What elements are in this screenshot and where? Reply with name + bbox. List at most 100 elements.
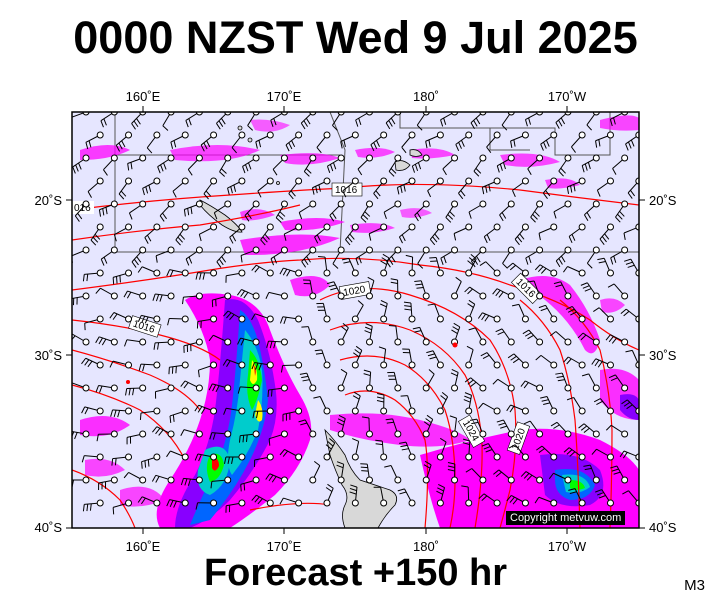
wind-barb <box>349 484 359 507</box>
wind-barb <box>185 246 203 266</box>
wind-barb <box>555 372 572 392</box>
wind-barb <box>81 406 104 415</box>
wind-barb <box>442 154 459 176</box>
wind-barb <box>123 472 147 484</box>
wind-barb <box>98 200 118 217</box>
wind-barb <box>152 292 175 302</box>
wind-barb <box>486 131 501 153</box>
wind-barb <box>429 223 444 246</box>
wind-barbs <box>72 112 639 515</box>
lat-label-right: 40˚S <box>649 520 677 535</box>
wind-barb <box>387 371 402 392</box>
wind-barb <box>155 246 175 263</box>
wind-barb <box>511 303 529 323</box>
wind-barb <box>615 200 629 223</box>
wind-barb <box>450 369 459 392</box>
wind-barb <box>383 200 402 220</box>
wind-barb <box>270 246 288 266</box>
wind-barb <box>540 396 558 415</box>
wind-barb <box>465 468 487 484</box>
wind-barb <box>216 246 232 268</box>
wind-barb <box>159 200 175 222</box>
wind-barb <box>167 315 189 326</box>
wind-barb <box>400 395 416 415</box>
wind-barb <box>553 200 572 219</box>
wind-barb <box>464 286 487 300</box>
wind-barb <box>597 257 614 277</box>
wind-barb <box>363 369 373 392</box>
wind-barb <box>440 246 459 266</box>
wind-barb <box>550 421 572 438</box>
wind-barb <box>166 269 189 278</box>
wind-barb <box>85 131 104 150</box>
wind-barb <box>375 439 388 461</box>
chart-title: 0000 NZST Wed 9 Jul 2025 <box>73 12 638 63</box>
wind-barb <box>426 350 444 369</box>
wind-barb <box>481 177 501 195</box>
wind-barb <box>323 483 334 507</box>
wind-barb <box>251 313 274 323</box>
wind-barb <box>194 404 218 415</box>
wind-barb <box>298 200 317 220</box>
wind-barb <box>316 302 331 323</box>
wind-barb <box>440 112 459 127</box>
wind-barb <box>195 269 218 280</box>
wind-barb <box>225 269 246 283</box>
wind-barb <box>229 223 246 244</box>
wind-barb <box>253 453 274 468</box>
wind-barb <box>279 449 303 461</box>
wind-barb <box>285 131 303 152</box>
wind-barb <box>568 223 586 243</box>
wind-barb <box>492 288 515 300</box>
wind-barb <box>113 223 133 242</box>
wind-barb <box>311 177 331 195</box>
wind-barb <box>127 154 147 171</box>
wind-barb <box>187 154 203 176</box>
isobar-label: 1020 <box>342 284 366 299</box>
wind-barb <box>520 471 544 484</box>
wind-barb <box>340 131 359 149</box>
wind-barb <box>279 267 303 277</box>
wind-barb <box>465 299 476 323</box>
wind-barb <box>427 177 444 198</box>
wind-barb <box>137 496 161 507</box>
wind-barb <box>142 177 161 196</box>
lon-label-bottom: 160˚E <box>126 539 161 554</box>
wind-barb <box>417 246 430 269</box>
wind-barb <box>238 430 260 443</box>
wind-barb <box>538 223 558 241</box>
wind-barb <box>242 154 260 174</box>
wind-barb <box>337 322 349 346</box>
wind-barb <box>473 154 487 177</box>
wind-barb <box>196 315 218 329</box>
wind-barb <box>299 372 317 392</box>
wind-barb <box>168 361 189 375</box>
wind-barb <box>586 246 600 269</box>
wind-barb <box>95 287 118 300</box>
wind-barb <box>318 256 331 277</box>
wind-barb <box>398 223 416 244</box>
wind-barb <box>527 154 544 176</box>
wind-barb <box>240 246 260 263</box>
wind-barb <box>283 223 303 241</box>
wind-barb <box>429 257 444 277</box>
wind-barb <box>593 398 614 415</box>
wind-barb <box>360 200 373 223</box>
wind-barb <box>342 177 359 198</box>
wind-barb <box>279 315 303 325</box>
wind-barb <box>260 223 274 246</box>
wind-barb <box>580 282 600 300</box>
wind-barb <box>492 378 515 392</box>
wind-barb <box>314 349 331 369</box>
wind-barb <box>151 474 175 484</box>
wind-barb <box>405 254 416 277</box>
wind-barb <box>548 472 572 484</box>
wind-barb <box>131 246 147 268</box>
wind-barb <box>175 223 189 246</box>
wind-barb <box>502 246 515 269</box>
wind-barb <box>399 441 416 461</box>
map-frame <box>71 111 640 529</box>
wind-barb <box>223 407 246 415</box>
wind-barb <box>72 382 90 392</box>
wind-barb <box>267 384 288 397</box>
